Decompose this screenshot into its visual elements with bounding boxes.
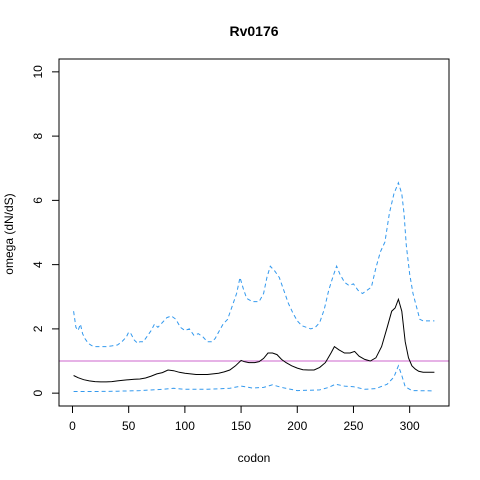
plot-area (59, 181, 449, 392)
y-tick-label: 2 (31, 325, 45, 332)
x-tick-label: 300 (400, 419, 420, 433)
x-axis-label: codon (238, 451, 271, 465)
x-tick-label: 0 (69, 419, 76, 433)
y-tick-label: 8 (31, 132, 45, 139)
y-tick-label: 6 (31, 197, 45, 204)
x-tick-label: 50 (122, 419, 136, 433)
x-tick-label: 150 (231, 419, 251, 433)
series-line-upper (73, 181, 435, 348)
series-line-lower (73, 364, 435, 392)
y-tick-label: 0 (31, 389, 45, 396)
y-tick-label: 4 (31, 261, 45, 268)
y-tick-label: 10 (31, 65, 45, 79)
y-axis-label: omega (dN/dS) (2, 193, 16, 274)
chart-title: Rv0176 (229, 23, 278, 39)
y-axis: 0 2 4 6 8 10 (31, 65, 60, 396)
x-axis: 0 50 100 150 200 250 300 (69, 405, 420, 433)
x-tick-label: 200 (287, 419, 307, 433)
x-tick-label: 250 (343, 419, 363, 433)
x-tick-label: 100 (175, 419, 195, 433)
series-line-mean (73, 297, 435, 383)
